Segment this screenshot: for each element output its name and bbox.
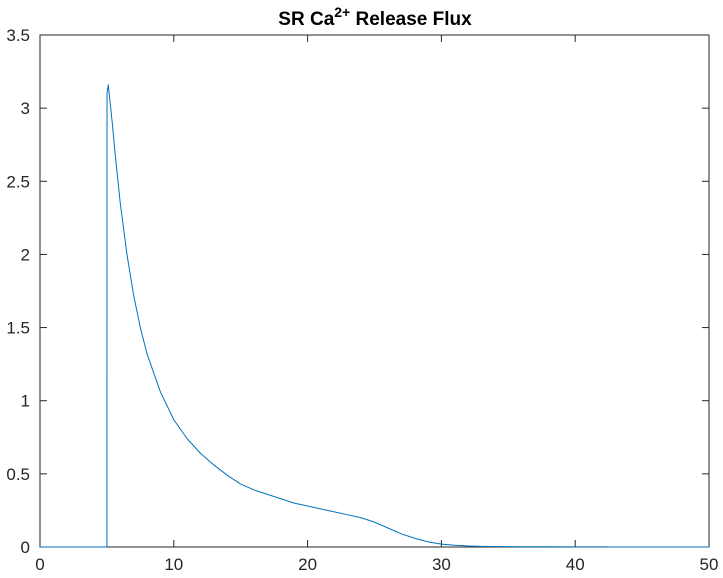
plot-frame (39, 34, 710, 548)
plot-area (39, 34, 710, 548)
y-tick-label: 3.5 (6, 26, 30, 45)
chart-title-superscript: 2+ (334, 4, 350, 20)
y-tick-label: 1.5 (6, 319, 30, 338)
x-tick-label: 20 (298, 555, 317, 574)
y-tick-label: 2.5 (6, 172, 30, 191)
x-tick-label: 50 (700, 555, 719, 574)
chart-title: SR Ca2+ Release Flux (278, 4, 472, 30)
series-line-0 (40, 84, 709, 548)
y-tick-label: 2 (21, 245, 30, 264)
y-tick-label: 3 (21, 99, 30, 118)
x-tick-label: 0 (35, 555, 44, 574)
y-tick-label: 1 (21, 392, 30, 411)
y-axis: 0 0.5 1 1.5 2 2.5 3 3.5 (6, 26, 709, 557)
x-tick-label: 10 (164, 555, 183, 574)
y-tick-label: 0 (21, 538, 30, 557)
chart-title-main: SR Ca (278, 9, 334, 30)
series-layer (40, 84, 709, 548)
x-tick-label: 30 (432, 555, 451, 574)
x-tick-label: 40 (566, 555, 585, 574)
x-axis: 0 10 20 30 40 50 (35, 35, 718, 574)
y-tick-label: 0.5 (6, 465, 30, 484)
chart-title-suffix: Release Flux (350, 9, 472, 30)
